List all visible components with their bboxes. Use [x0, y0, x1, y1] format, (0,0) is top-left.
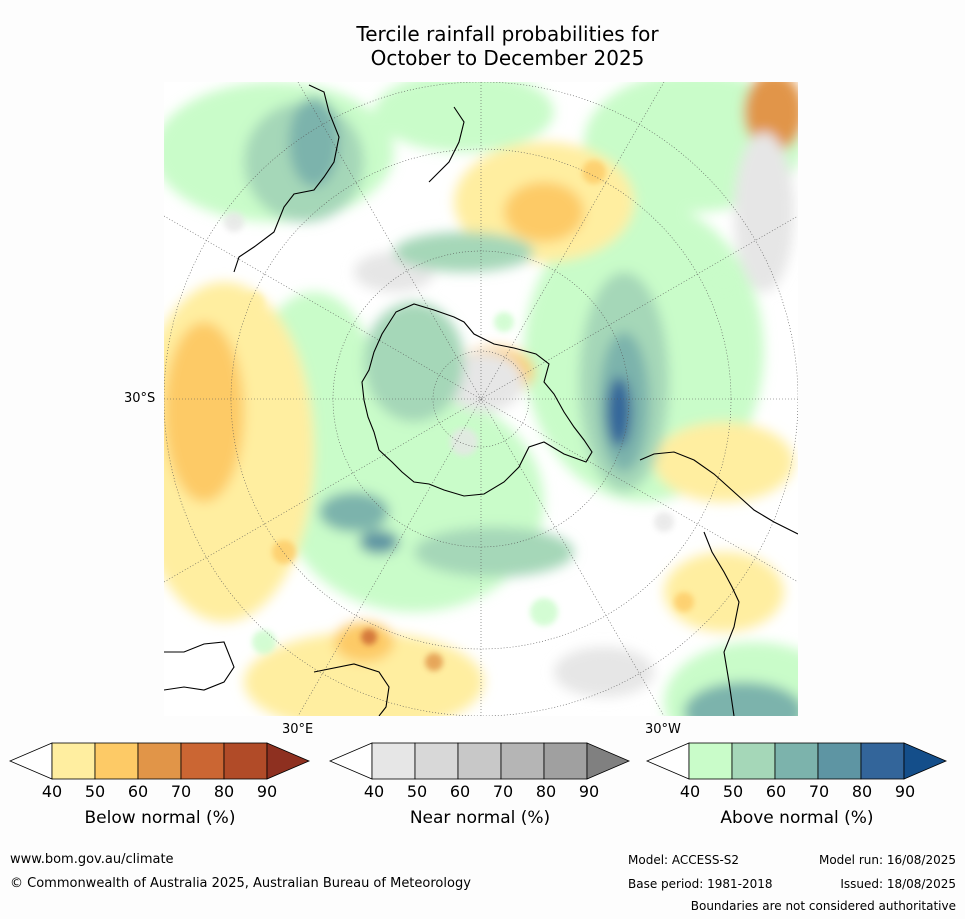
colorbar-high-extend [266, 742, 311, 780]
tick-label: 80 [535, 782, 557, 801]
colorbar-high-extend [903, 742, 948, 780]
colorbar-high-extend [586, 742, 631, 780]
longitude-label-30e: 30°E [282, 722, 314, 737]
colorbar-near-normal [328, 742, 631, 780]
tick-label: 60 [449, 782, 471, 801]
probability-speckle [224, 160, 738, 671]
colorbar-near-normal-swatches [328, 742, 631, 780]
tick-label: 40 [679, 782, 701, 801]
colorbar-swatch [137, 742, 182, 780]
colorbar-swatch [51, 742, 96, 780]
colorbar-swatch [457, 742, 502, 780]
base-period-text: Base period: 1981-2018 [628, 877, 773, 891]
tick-label: 90 [894, 782, 916, 801]
africa-coast [164, 641, 235, 691]
tick-label: 50 [84, 782, 106, 801]
colorbar-above-normal [645, 742, 948, 780]
madagascar-coast [313, 663, 390, 716]
colorbar-swatch [371, 742, 416, 780]
tick-label: 90 [578, 782, 600, 801]
colorbar-low-extend [8, 742, 53, 780]
colorbar-near-normal-label: Near normal (%) [409, 808, 551, 828]
colorbar-below-normal-swatches [8, 742, 311, 780]
colorbar-swatch [543, 742, 588, 780]
colorbar-low-extend [328, 742, 373, 780]
south-america-coast [639, 451, 798, 535]
latitude-label-30s: 30°S [124, 391, 156, 406]
title-line-2: October to December 2025 [370, 46, 645, 70]
model-text: Model: ACCESS-S2 [628, 853, 740, 867]
colorbar-above-normal-label: Above normal (%) [720, 808, 874, 828]
colorbar-swatch [180, 742, 225, 780]
coastlines [164, 84, 798, 716]
colorbar-swatch [817, 742, 862, 780]
title-line-1: Tercile rainfall probabilities for [356, 22, 659, 46]
colorbar-swatch [731, 742, 776, 780]
australia-coast [233, 84, 340, 273]
colorbar-below-normal-label: Below normal (%) [84, 808, 236, 828]
tick-label: 70 [170, 782, 192, 801]
south-america-east-coast [703, 531, 740, 716]
longitude-label-30w: 30°W [645, 722, 681, 737]
colorbar-swatch [94, 742, 139, 780]
tick-label: 90 [256, 782, 278, 801]
tick-label: 80 [213, 782, 235, 801]
colorbar-swatch [223, 742, 268, 780]
tick-label: 60 [765, 782, 787, 801]
map-title: Tercile rainfall probabilities for Octob… [0, 22, 965, 70]
map-canvas [164, 82, 798, 716]
tick-label: 60 [127, 782, 149, 801]
polar-rainfall-map [164, 82, 798, 716]
colorbar-swatch [688, 742, 733, 780]
tick-label: 40 [41, 782, 63, 801]
disclaimer-text: Boundaries are not considered authoritat… [690, 899, 956, 913]
tick-label: 50 [722, 782, 744, 801]
colorbar-swatch [414, 742, 459, 780]
issued-text: Issued: 18/08/2025 [840, 877, 956, 891]
tick-label: 50 [406, 782, 428, 801]
antarctica-coast [361, 303, 593, 497]
probability-field [164, 82, 798, 716]
colorbar-above-normal-swatches [645, 742, 948, 780]
colorbar-swatch [500, 742, 545, 780]
new-zealand-coast [428, 106, 465, 183]
tick-label: 70 [808, 782, 830, 801]
website-link[interactable]: www.bom.gov.au/climate [10, 852, 174, 867]
colorbar-below-normal [8, 742, 311, 780]
colorbar-swatch [860, 742, 905, 780]
copyright-text: © Commonwealth of Australia 2025, Austra… [10, 876, 471, 891]
colorbar-swatch [774, 742, 819, 780]
tick-label: 40 [363, 782, 385, 801]
colorbar-low-extend [645, 742, 690, 780]
graticule [164, 82, 798, 716]
model-run-text: Model run: 16/08/2025 [818, 853, 956, 867]
tick-label: 70 [492, 782, 514, 801]
tick-label: 80 [851, 782, 873, 801]
